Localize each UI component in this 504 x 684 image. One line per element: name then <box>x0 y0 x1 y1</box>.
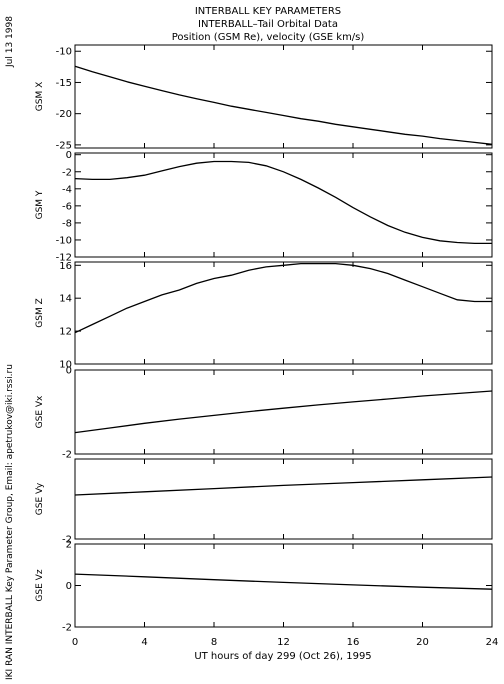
title-line-1: INTERBALL KEY PARAMETERS <box>195 6 341 17</box>
y-tick-label: -10 <box>56 235 72 246</box>
panel-gsm-z: 10 12 14 16 GSM Z <box>35 261 493 371</box>
y-tick-label: 14 <box>59 294 72 305</box>
y-tick-label: 2 <box>66 540 72 551</box>
y-tick-label: -2 <box>62 535 72 546</box>
y-tick-label: -15 <box>56 78 72 89</box>
panel-frame <box>74 458 493 540</box>
x-tick-label: 0 <box>72 637 78 648</box>
y-tick-label: 16 <box>59 261 72 272</box>
panel-gsm-y: 0 -2 -4 -6 -8 -10 -12 GSM Y <box>35 150 493 264</box>
title-line-3: Position (GSM Re), velocity (GSE km/s) <box>172 32 365 43</box>
x-tick-label: 16 <box>347 637 360 648</box>
y-tick-label: -2 <box>62 167 72 178</box>
y-axis-label: GSE Vx <box>35 395 45 428</box>
panel-gse-vz: 2 0 -2 GSE Vz <box>35 540 493 634</box>
series-line <box>74 65 493 145</box>
panel-gsm-x: -10 -15 -20 -25 GSM X <box>35 44 493 151</box>
series-line <box>74 476 493 496</box>
panel-frame <box>74 261 493 365</box>
x-axis-label: UT hours of day 299 (Oct 26), 1995 <box>194 651 371 662</box>
panel-gse-vx: 0 -2 GSE Vx <box>35 366 493 461</box>
panel-gse-vy: -2 GSE Vy <box>35 458 493 546</box>
series-line <box>74 262 492 334</box>
y-tick-label: -20 <box>56 109 72 120</box>
y-tick-label: -12 <box>56 253 72 264</box>
y-tick-label: -4 <box>62 184 72 195</box>
y-axis-label: GSE Vy <box>35 482 45 515</box>
y-tick-label: 12 <box>59 327 72 338</box>
x-tick-label: 8 <box>211 637 217 648</box>
y-axis-label: GSE Vz <box>35 569 45 601</box>
panel-frame <box>74 543 493 628</box>
y-axis-label: GSM Z <box>35 298 45 327</box>
x-tick-label: 20 <box>416 637 429 648</box>
y-axis-label: GSM Y <box>35 190 45 219</box>
x-tick-label: 12 <box>277 637 290 648</box>
y-tick-label: -2 <box>62 623 72 634</box>
y-tick-label: 0 <box>66 150 72 161</box>
y-axis-label: GSM X <box>35 82 45 111</box>
y-tick-label: -2 <box>62 450 72 461</box>
date-label: Jul 13 1998 <box>5 16 15 68</box>
x-tick-label: 4 <box>141 637 147 648</box>
figure-titles: INTERBALL KEY PARAMETERS INTERBALL–Tail … <box>172 6 365 43</box>
x-tick-label: 24 <box>486 637 499 648</box>
series-line <box>74 160 492 245</box>
series-line <box>74 573 493 590</box>
y-tick-label: -8 <box>62 218 72 229</box>
panel-frame <box>74 152 493 258</box>
y-tick-label: 0 <box>66 366 72 377</box>
y-tick-label: -10 <box>56 47 72 58</box>
title-line-2: INTERBALL–Tail Orbital Data <box>198 19 338 30</box>
panel-frame <box>74 369 493 455</box>
y-tick-label: -25 <box>56 140 72 151</box>
x-axis: 0 4 8 12 16 20 24 <box>72 637 499 648</box>
y-tick-label: 10 <box>59 360 72 371</box>
panel-frame <box>74 44 493 149</box>
series-line <box>74 390 493 434</box>
y-tick-label: 0 <box>66 581 72 592</box>
y-tick-label: -6 <box>62 201 72 212</box>
credit-label: IKI RAN INTERBALL Key Parameter Group, E… <box>5 364 15 680</box>
